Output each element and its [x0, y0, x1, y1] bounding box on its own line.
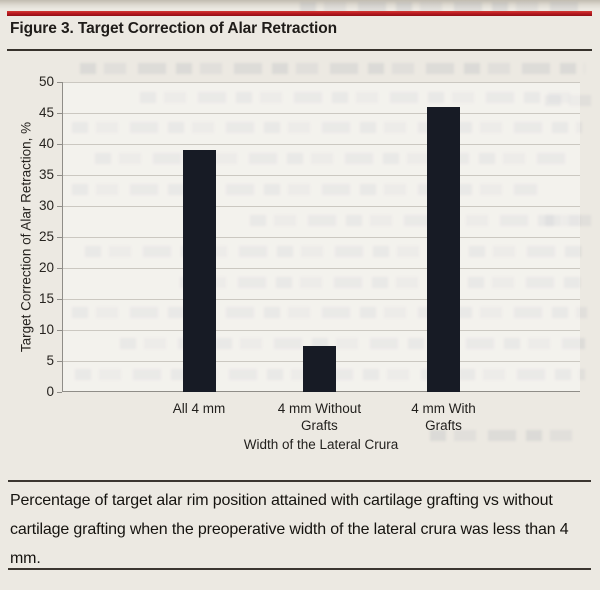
y-tick-label: 20 [38, 260, 54, 275]
y-tick-label: 40 [38, 136, 54, 151]
caption-divider-rule [8, 480, 591, 482]
y-tick [57, 112, 62, 114]
y-tick [57, 391, 62, 393]
y-tick-label: 10 [38, 322, 54, 337]
y-tick [57, 236, 62, 238]
y-tick-label: 15 [38, 291, 54, 306]
y-tick-label: 25 [38, 229, 54, 244]
y-tick-label: 50 [38, 74, 54, 89]
gridline [63, 143, 580, 145]
y-tick [57, 360, 62, 362]
x-category-label: 4 mm With Grafts [411, 401, 476, 433]
y-tick [57, 143, 62, 145]
figure-bottom-rule [8, 568, 591, 570]
gridline [63, 81, 580, 83]
y-tick-label: 45 [38, 105, 54, 120]
y-tick-label: 5 [46, 353, 54, 368]
bar-4-mm-with-grafts [427, 106, 460, 392]
bar-4-mm-without-grafts [302, 345, 336, 392]
y-tick-label: 30 [38, 198, 54, 213]
y-tick [57, 81, 62, 83]
figure-top-accent-rule [7, 11, 592, 16]
title-divider-rule [7, 49, 592, 51]
gridline [63, 329, 580, 331]
y-tick [57, 298, 62, 300]
gridline [63, 205, 580, 207]
x-axis-title: Width of the Lateral Crura [243, 437, 399, 452]
gridline [63, 112, 580, 114]
figure-title: Figure 3. Target Correction of Alar Retr… [10, 20, 337, 37]
figure-caption: Percentage of target alar rim position a… [10, 492, 569, 567]
y-tick [57, 329, 62, 331]
y-tick [57, 174, 62, 176]
gridline [63, 298, 580, 300]
bar-chart: Target Correction of Alar Retraction, % … [0, 60, 600, 460]
y-tick [57, 205, 62, 207]
bar-all-4-mm [182, 150, 216, 392]
y-tick [57, 267, 62, 269]
x-category-label: 4 mm Without Grafts [277, 401, 362, 433]
gridline [63, 267, 580, 269]
y-tick-label: 35 [38, 167, 54, 182]
y-tick-label: 0 [46, 384, 54, 399]
x-category-label: All 4 mm [172, 401, 226, 416]
gridline [63, 236, 580, 238]
gridline [63, 174, 580, 176]
